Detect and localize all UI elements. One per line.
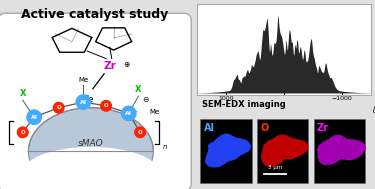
Text: O: O xyxy=(56,105,61,110)
Text: O: O xyxy=(104,103,108,108)
Text: Zr: Zr xyxy=(104,61,116,71)
Bar xyxy=(257,119,308,183)
Text: Al: Al xyxy=(204,123,215,133)
Text: O: O xyxy=(20,130,25,135)
Polygon shape xyxy=(318,136,365,164)
Text: Active catalyst study: Active catalyst study xyxy=(21,8,168,21)
Text: Al: Al xyxy=(125,111,132,116)
Text: 3 μm: 3 μm xyxy=(268,165,282,170)
Circle shape xyxy=(27,110,41,124)
Circle shape xyxy=(53,102,64,113)
Text: $\delta\ ^{91}$Zr: $\delta\ ^{91}$Zr xyxy=(372,104,375,116)
Text: Al: Al xyxy=(31,115,38,120)
Text: O: O xyxy=(138,130,142,135)
Text: Al: Al xyxy=(80,100,87,105)
Text: X: X xyxy=(20,89,26,98)
Ellipse shape xyxy=(22,147,160,189)
Ellipse shape xyxy=(28,108,153,189)
Circle shape xyxy=(17,127,28,138)
Bar xyxy=(314,119,365,183)
Text: X: X xyxy=(135,85,141,94)
Text: Zr: Zr xyxy=(317,123,329,133)
Circle shape xyxy=(122,106,136,121)
Bar xyxy=(200,119,252,183)
Text: Me: Me xyxy=(81,94,93,104)
Circle shape xyxy=(76,95,90,109)
Text: Me: Me xyxy=(150,108,160,115)
Text: O: O xyxy=(260,123,268,133)
Circle shape xyxy=(135,127,146,138)
Text: ⊖: ⊖ xyxy=(142,95,149,104)
Text: n: n xyxy=(163,144,167,150)
Text: ⊕: ⊕ xyxy=(124,60,130,69)
Text: sMAO: sMAO xyxy=(78,139,104,148)
Polygon shape xyxy=(206,134,251,167)
Text: Me: Me xyxy=(78,77,88,83)
Text: SEM-EDX imaging: SEM-EDX imaging xyxy=(202,100,286,109)
FancyBboxPatch shape xyxy=(0,13,191,189)
Circle shape xyxy=(101,101,111,111)
Polygon shape xyxy=(262,135,308,166)
